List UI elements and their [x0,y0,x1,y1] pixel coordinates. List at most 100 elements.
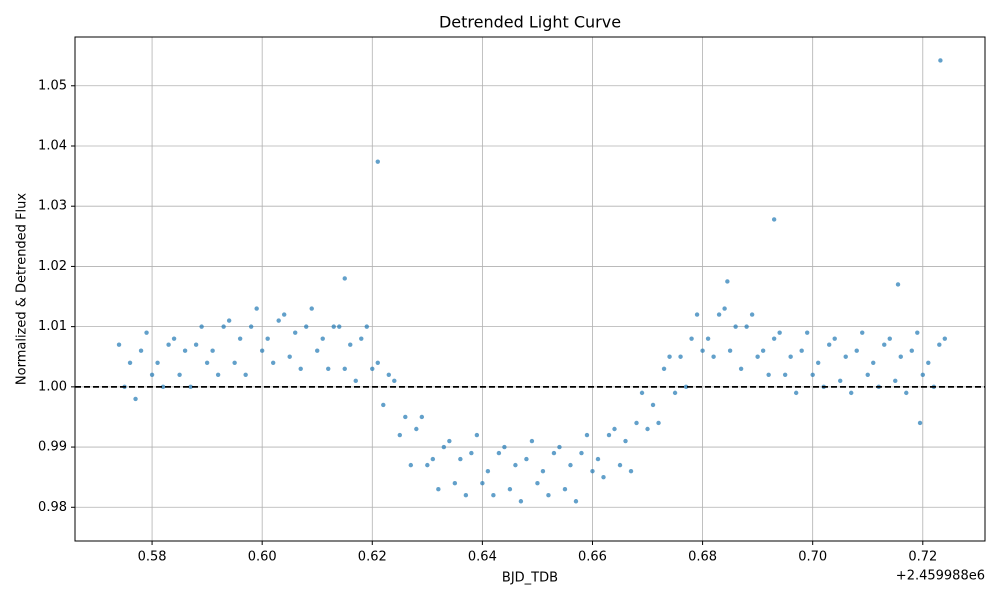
data-point [364,324,369,329]
data-point [370,366,375,371]
data-point [392,378,397,384]
data-point [529,438,535,444]
data-point [441,444,447,450]
data-point [568,462,573,468]
data-point [827,342,832,347]
data-point [419,414,425,420]
y-tick-label: 1.05 [38,78,67,93]
data-point [259,348,265,353]
y-tick-label: 0.99 [38,440,67,455]
data-point [782,372,788,378]
y-tick-label: 1.03 [38,199,67,214]
data-point [430,456,436,462]
data-point [793,390,799,396]
data-point [414,426,419,432]
data-point [166,342,171,347]
data-point [832,336,837,341]
data-point [474,432,480,438]
data-point [926,360,931,365]
data-point [606,432,612,438]
data-point [804,330,810,335]
data-point [917,420,923,426]
data-point [540,468,546,474]
data-point [182,348,188,353]
data-point [882,342,887,347]
data-point [612,426,617,432]
data-point [678,354,683,359]
data-point [386,372,391,378]
data-point [276,318,281,323]
data-point [353,378,358,384]
data-point [865,372,870,378]
data-point [755,354,760,359]
data-point [403,414,408,420]
data-point [381,402,386,408]
data-point [138,348,144,353]
data-point [623,438,628,444]
data-point [849,390,854,396]
data-point [628,468,634,474]
data-point [320,336,325,341]
data-point [287,354,292,359]
data-point [854,348,859,353]
data-point [871,360,876,365]
data-point [860,330,865,335]
data-point [595,456,601,462]
x-tick-label: 0.66 [578,550,607,565]
data-point [590,468,595,474]
data-point [337,324,342,329]
plot-frame [74,36,986,542]
data-point [810,372,815,378]
x-tick-label: 0.58 [138,550,167,565]
data-point [270,360,276,365]
data-point [226,318,232,323]
data-point [579,450,584,456]
data-point [617,462,623,468]
data-point [348,342,353,347]
data-point [716,312,722,317]
data-point [210,348,215,353]
data-point [342,366,347,371]
data-point [705,336,711,341]
data-point [573,499,579,504]
data-point [304,324,309,329]
y-tick-label: 1.01 [38,319,67,334]
data-point [408,462,414,468]
data-point [546,493,551,498]
data-point [557,444,562,450]
y-axis-label: Normalized & Detrended Flux [15,193,30,385]
data-point [507,487,513,492]
data-point [909,348,914,353]
data-point [584,432,590,438]
data-point [331,324,336,329]
data-point [254,306,259,311]
data-point [683,384,689,390]
data-point [155,360,160,365]
data-point [375,360,380,365]
data-point [248,324,254,329]
data-point [237,336,243,341]
data-point [127,360,133,365]
data-point [232,360,237,365]
data-point [293,330,298,335]
data-point [160,384,166,390]
data-point [502,444,507,450]
data-point [562,487,568,492]
data-point [799,348,804,353]
data-point [942,336,948,341]
data-point [485,468,491,474]
data-point [937,342,942,347]
data-point [777,330,782,335]
data-point [760,348,766,353]
x-tick-label: 0.64 [468,550,497,565]
data-point [496,450,502,456]
data-point [895,282,901,287]
data-point [193,342,199,347]
x-tick-label: 0.62 [358,550,387,565]
data-point [689,336,694,341]
data-point [738,366,744,371]
data-point [915,330,920,335]
y-tick-label: 1.02 [38,259,67,274]
x-tick-label: 0.70 [798,550,827,565]
data-point [771,336,777,341]
